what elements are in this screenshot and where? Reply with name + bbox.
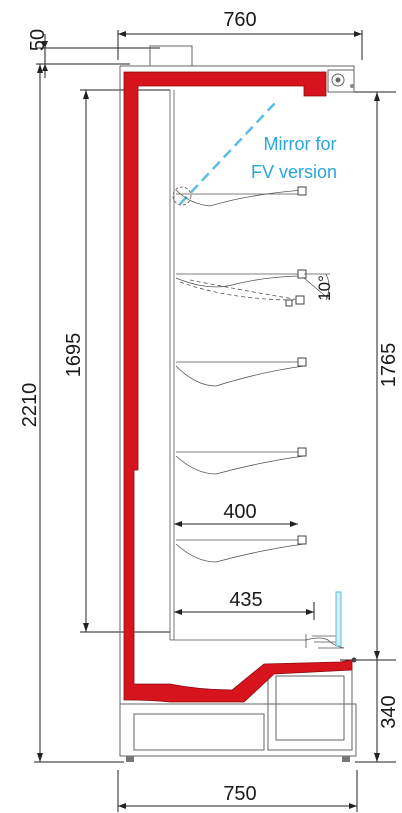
dimension-top-depth: 760 bbox=[117, 9, 363, 60]
mirror-note-line2: FV version bbox=[251, 162, 337, 182]
dimension-label-435: 435 bbox=[229, 589, 262, 611]
dimension-base-height: 340 bbox=[355, 660, 400, 763]
back-panel bbox=[169, 90, 307, 648]
dimension-overall-height: 2210 bbox=[19, 64, 124, 763]
shelf-tilt-indicator: 10° bbox=[303, 273, 334, 301]
dimension-label-2210: 2210 bbox=[19, 383, 41, 428]
shelf-2 bbox=[175, 269, 307, 307]
bottom-deck bbox=[305, 591, 357, 663]
shelf-3 bbox=[175, 357, 307, 387]
dimension-bottom-depth: 750 bbox=[117, 770, 358, 812]
dimension-label-1765: 1765 bbox=[378, 343, 400, 388]
mirror-line bbox=[179, 101, 277, 205]
dimension-interior-height: 1695 bbox=[63, 89, 170, 633]
dimension-label-50: 50 bbox=[27, 29, 49, 51]
dimension-top-overhang: 50 bbox=[27, 29, 160, 78]
shelf-5 bbox=[175, 535, 307, 563]
dimension-label-750: 750 bbox=[223, 783, 256, 805]
dimension-shelf-400: 400 bbox=[174, 501, 298, 527]
dimension-shelf-435: 435 bbox=[174, 589, 315, 620]
fan-unit bbox=[327, 69, 355, 93]
dimension-label-400: 400 bbox=[223, 501, 256, 523]
dimension-label-340: 340 bbox=[378, 695, 400, 728]
insulation-profile bbox=[123, 71, 353, 703]
shelf-tilt-label: 10° bbox=[315, 275, 334, 301]
mirror-note-line1: Mirror for bbox=[264, 134, 337, 154]
shelf-1 bbox=[172, 186, 307, 207]
dimension-display-height: 1765 bbox=[330, 91, 400, 661]
shelf-4 bbox=[175, 447, 307, 475]
dimension-label-760: 760 bbox=[223, 9, 256, 31]
dimension-label-1695: 1695 bbox=[63, 333, 85, 378]
